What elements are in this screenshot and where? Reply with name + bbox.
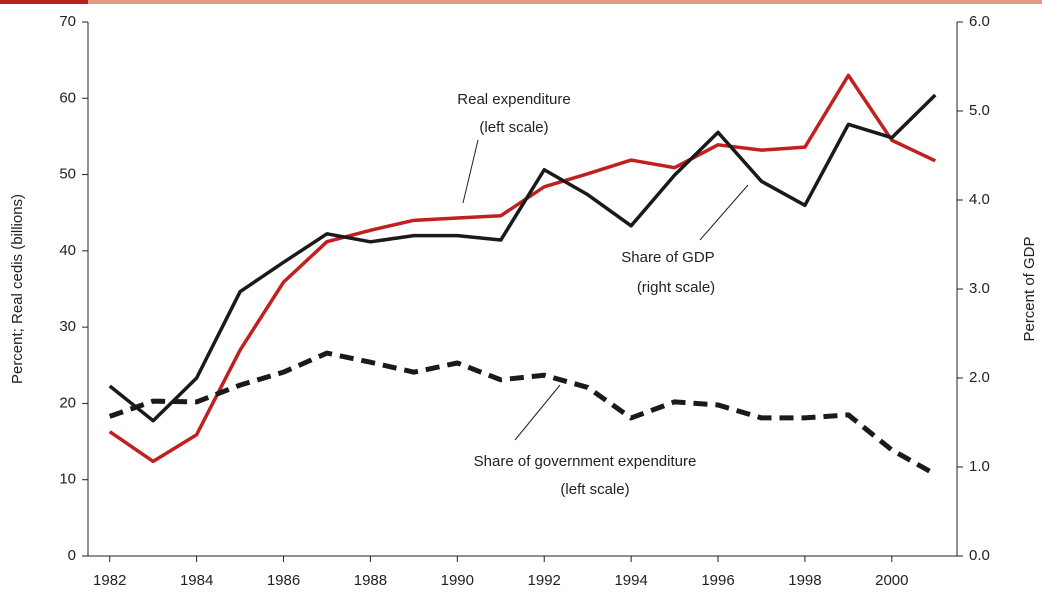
series-line (108, 350, 937, 477)
leader-line (462, 139, 479, 204)
leader-line (699, 184, 749, 241)
y-axis-label: Percent; Real cedis (billions) (9, 194, 26, 384)
x-tick-label: 1996 (701, 572, 734, 589)
x-tick-label: 1982 (93, 572, 126, 589)
y-tick-label: 50 (59, 166, 76, 183)
annotation: (right scale) (637, 279, 715, 296)
y-tick-label: 10 (59, 471, 76, 488)
x-tick-label: 2000 (875, 572, 908, 589)
series-label: Share of government expenditure (474, 453, 697, 470)
series-line (108, 73, 937, 464)
y-tick-label: 0 (68, 547, 76, 564)
y2-tick-label: 3.0 (969, 280, 990, 297)
y2-tick-label: 2.0 (969, 369, 990, 386)
top-bar (0, 0, 88, 4)
annotation: (left scale) (479, 119, 548, 136)
y-tick-label: 20 (59, 394, 76, 411)
x-tick-label: 1986 (267, 572, 300, 589)
x-tick-label: 1994 (614, 572, 647, 589)
x-tick-label: 1984 (180, 572, 213, 589)
y2-tick-label: 6.0 (969, 13, 990, 30)
annotation: (left scale) (560, 481, 629, 498)
top-bar (88, 0, 1042, 4)
x-tick-label: 1988 (354, 572, 387, 589)
leader-line (514, 384, 561, 441)
y2-tick-label: 0.0 (969, 547, 990, 564)
y-tick-label: 30 (59, 318, 76, 335)
y-tick-label: 40 (59, 242, 76, 259)
x-tick-label: 1998 (788, 572, 821, 589)
y2-tick-label: 5.0 (969, 102, 990, 119)
y2-tick-label: 1.0 (969, 458, 990, 475)
series-label: Share of GDP (621, 249, 714, 266)
series-label: Real expenditure (457, 91, 570, 108)
y2-tick-label: 4.0 (969, 191, 990, 208)
y-tick-label: 70 (59, 13, 76, 30)
series-line (108, 93, 937, 423)
y2-axis-label: Percent of GDP (1021, 236, 1038, 341)
y-tick-label: 60 (59, 89, 76, 106)
x-tick-label: 1992 (528, 572, 561, 589)
x-tick-label: 1990 (441, 572, 474, 589)
